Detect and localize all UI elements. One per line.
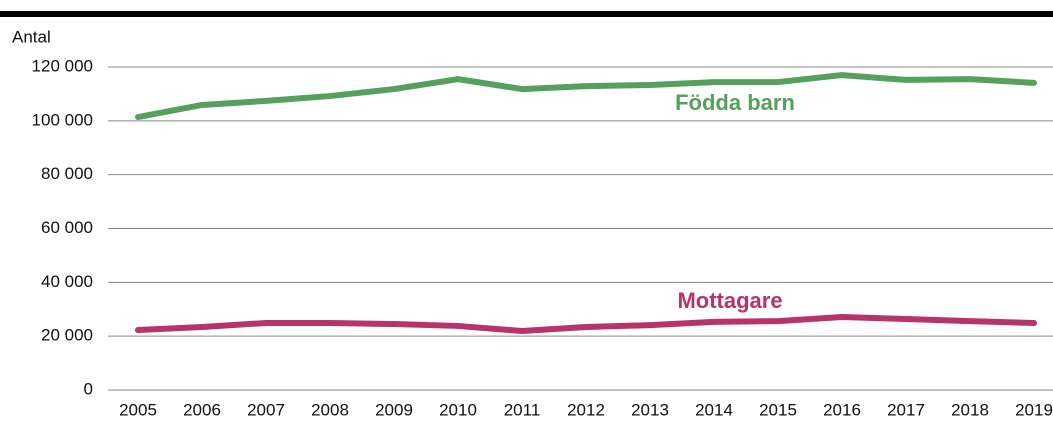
y-tick-label: 60 000 [41, 218, 93, 237]
y-tick-label: 40 000 [41, 272, 93, 291]
series-line [135, 314, 1037, 335]
x-tick-label: 2018 [951, 400, 989, 419]
series-label: Mottagare [677, 288, 782, 313]
series-label: Födda barn [675, 90, 795, 115]
x-tick-label: 2010 [439, 400, 477, 419]
y-tick-label: 20 000 [41, 326, 93, 345]
y-tick-label: 120 000 [32, 56, 93, 75]
x-tick-label: 2017 [887, 400, 925, 419]
x-tick-label: 2012 [567, 400, 605, 419]
series-line [135, 72, 1037, 121]
y-tick-label: 100 000 [32, 110, 93, 129]
y-tick-label: 0 [84, 379, 93, 398]
x-tick-label: 2015 [759, 400, 797, 419]
x-tick-label: 2006 [183, 400, 221, 419]
x-tick-label: 2019 [1015, 400, 1053, 419]
top-rule [0, 11, 1053, 17]
x-tick-label: 2007 [247, 400, 285, 419]
x-tick-label: 2009 [375, 400, 413, 419]
x-tick-label: 2016 [823, 400, 861, 419]
y-tick-label: 80 000 [41, 164, 93, 183]
x-tick-label: 2008 [311, 400, 349, 419]
x-tick-label: 2011 [504, 400, 541, 419]
y-axis-label: Antal [12, 27, 51, 46]
x-tick-label: 2014 [695, 400, 733, 419]
x-tick-label: 2013 [631, 400, 669, 419]
x-tick-label: 2005 [119, 400, 157, 419]
